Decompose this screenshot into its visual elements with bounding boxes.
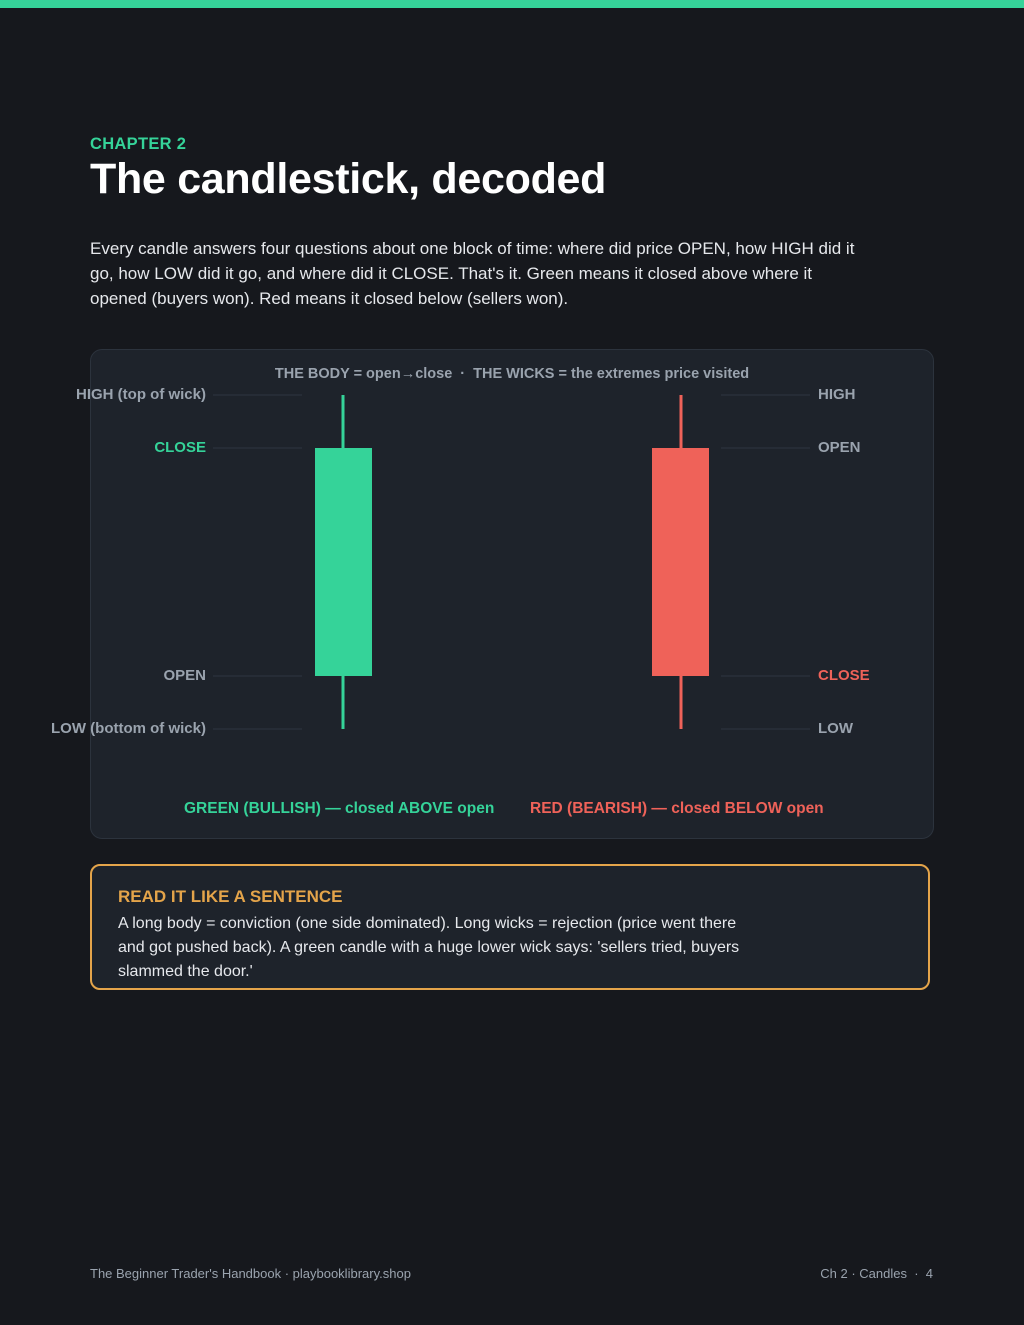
bullish-summary: GREEN (BULLISH) — closed ABOVE open: [184, 800, 494, 818]
callout-title: READ IT LIKE A SENTENCE: [118, 887, 342, 907]
diagram-caption: THE BODY = open→close · THE WICKS = the ex…: [0, 366, 1024, 382]
red-close-label: CLOSE: [818, 667, 870, 684]
callout-body: A long body = conviction (one side domin…: [118, 912, 758, 984]
green-open-label: OPEN: [163, 667, 206, 684]
green-high-label: HIGH (top of wick): [76, 386, 206, 403]
bearish-summary: RED (BEARISH) — closed BELOW open: [530, 800, 824, 818]
caption-separator: ·: [460, 366, 465, 382]
red-candle-body: [652, 448, 709, 676]
green-close-label: CLOSE: [154, 439, 206, 456]
caption-body: THE BODY = open→close: [275, 366, 452, 382]
green-candle-body: [315, 448, 372, 676]
red-open-label: OPEN: [818, 439, 861, 456]
footer-book-title: The Beginner Trader's Handbook · playboo…: [90, 1266, 411, 1281]
red-high-label: HIGH: [818, 386, 856, 403]
red-low-label: LOW: [818, 720, 853, 737]
read-it-callout: READ IT LIKE A SENTENCE A long body = co…: [90, 864, 930, 990]
guide-lines: [213, 395, 810, 729]
green-low-label: LOW (bottom of wick): [51, 720, 206, 737]
footer-page-info: Ch 2 · Candles · 4: [820, 1266, 933, 1281]
caption-wicks: THE WICKS = the extremes price visited: [473, 366, 749, 382]
